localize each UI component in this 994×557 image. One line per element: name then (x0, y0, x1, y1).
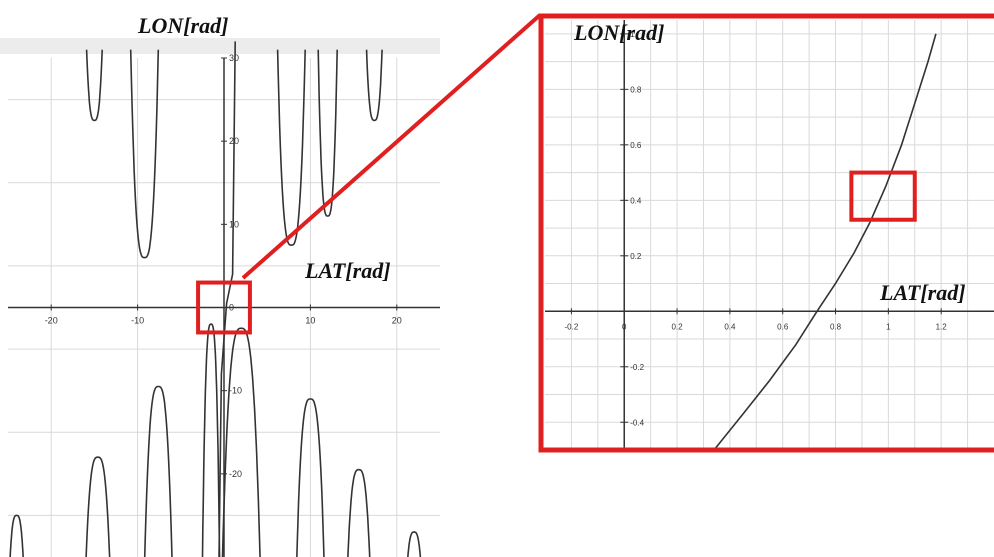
y-tick-label: 1 (630, 30, 635, 39)
curve-branch-upper (85, 49, 103, 122)
y-tick-label: 20 (229, 136, 239, 146)
x-tick-label: 0 (622, 322, 627, 331)
zoomed-tick-labels: -0.2 0 0.2 0.4 0.6 0.8 1 1.2 1 0.8 0.6 0.4 0.2 -0.2 -0… (565, 30, 948, 427)
zoomed-y-axis-title: LON[rad] (573, 20, 664, 45)
x-tick-label: -20 (45, 316, 58, 326)
curve-branch-upper (276, 49, 306, 246)
zoom-focus-box (849, 170, 917, 222)
zoom-source-box (196, 280, 252, 335)
y-tick-label: -0.4 (630, 418, 644, 427)
overview-x-axis-title: LAT[rad] (304, 258, 391, 283)
y-tick-label: 30 (229, 53, 239, 63)
curve-branch-upper (317, 49, 338, 217)
y-tick-label: 0.8 (630, 85, 642, 94)
curve-branch-lower (296, 398, 325, 557)
y-tick-label: 0.6 (630, 141, 642, 150)
x-tick-label: 0.8 (830, 322, 842, 331)
curve-branch-lower (143, 385, 173, 557)
overview-plot: -20 -10 10 20 30 20 10 0 -10 -20 LON[rad] LAT[rad… (0, 13, 440, 557)
curve-central-branch (218, 41, 236, 557)
curve-branch-lower (407, 531, 422, 557)
overview-tick-labels: -20 -10 10 20 30 20 10 0 -10 -20 (45, 53, 402, 479)
curve-branch-upper (365, 49, 383, 122)
curve-branch-lower (9, 514, 24, 557)
x-tick-label: 10 (305, 316, 315, 326)
curve-branch-lower (347, 468, 371, 557)
zoom-frame (538, 13, 994, 453)
y-tick-label: -20 (229, 469, 242, 479)
overview-curve (9, 41, 422, 557)
zoomed-x-axis-title: LAT[rad] (879, 280, 966, 305)
zoom-connector-line (241, 13, 542, 280)
y-tick-label: 0.2 (630, 252, 642, 261)
y-tick-label: 0.4 (630, 196, 642, 205)
x-tick-label: 0.6 (777, 322, 789, 331)
x-tick-label: 20 (392, 316, 402, 326)
curve-branch-upper (129, 49, 160, 259)
curve-branch-lower (201, 323, 221, 557)
overview-plot-header-strip (0, 38, 440, 54)
x-tick-label: -0.2 (565, 322, 579, 331)
zoomed-ticks (570, 33, 942, 423)
overview-y-axis-title: LON[rad] (137, 13, 228, 38)
curve-branch-lower (85, 456, 111, 557)
zoomed-axes (545, 20, 994, 450)
zoomed-plot-area (540, 15, 994, 451)
x-tick-label: 0.2 (671, 322, 683, 331)
y-tick-label: 0 (229, 303, 234, 313)
curve-branch-lower (221, 327, 261, 557)
zoomed-curve-line (713, 33, 937, 451)
zoomed-curve (713, 33, 937, 451)
x-tick-label: 1 (886, 322, 891, 331)
x-tick-label: -10 (131, 316, 144, 326)
y-tick-label: 10 (229, 219, 239, 229)
zoomed-plot: -0.2 0 0.2 0.4 0.6 0.8 1 1.2 1 0.8 0.6 0.4 0.2 -0.2 -0… (538, 13, 994, 453)
y-tick-label: -0.2 (630, 363, 644, 372)
x-tick-label: 0.4 (724, 322, 736, 331)
y-tick-label: -10 (229, 386, 242, 396)
x-tick-label: 1.2 (936, 322, 948, 331)
